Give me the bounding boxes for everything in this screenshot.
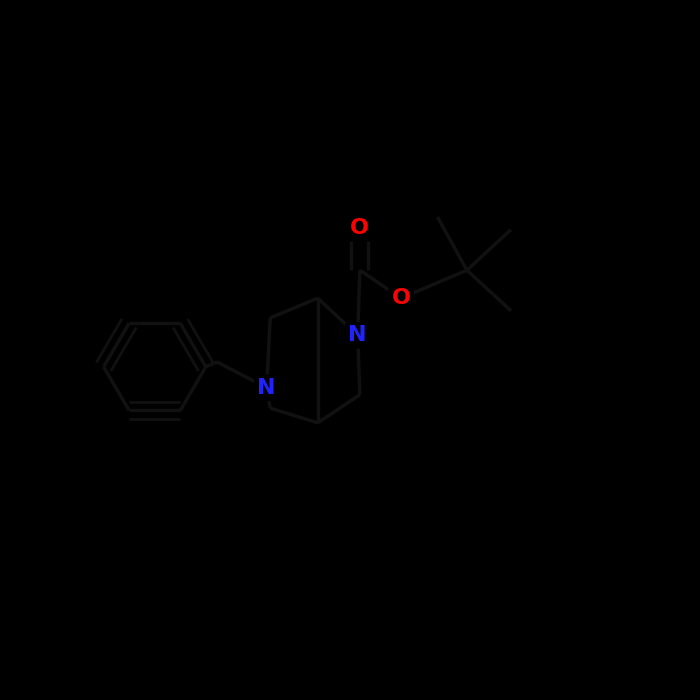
Text: O: O bbox=[350, 218, 370, 238]
Text: O: O bbox=[391, 288, 411, 308]
Text: N: N bbox=[258, 378, 276, 398]
Text: N: N bbox=[349, 326, 367, 345]
